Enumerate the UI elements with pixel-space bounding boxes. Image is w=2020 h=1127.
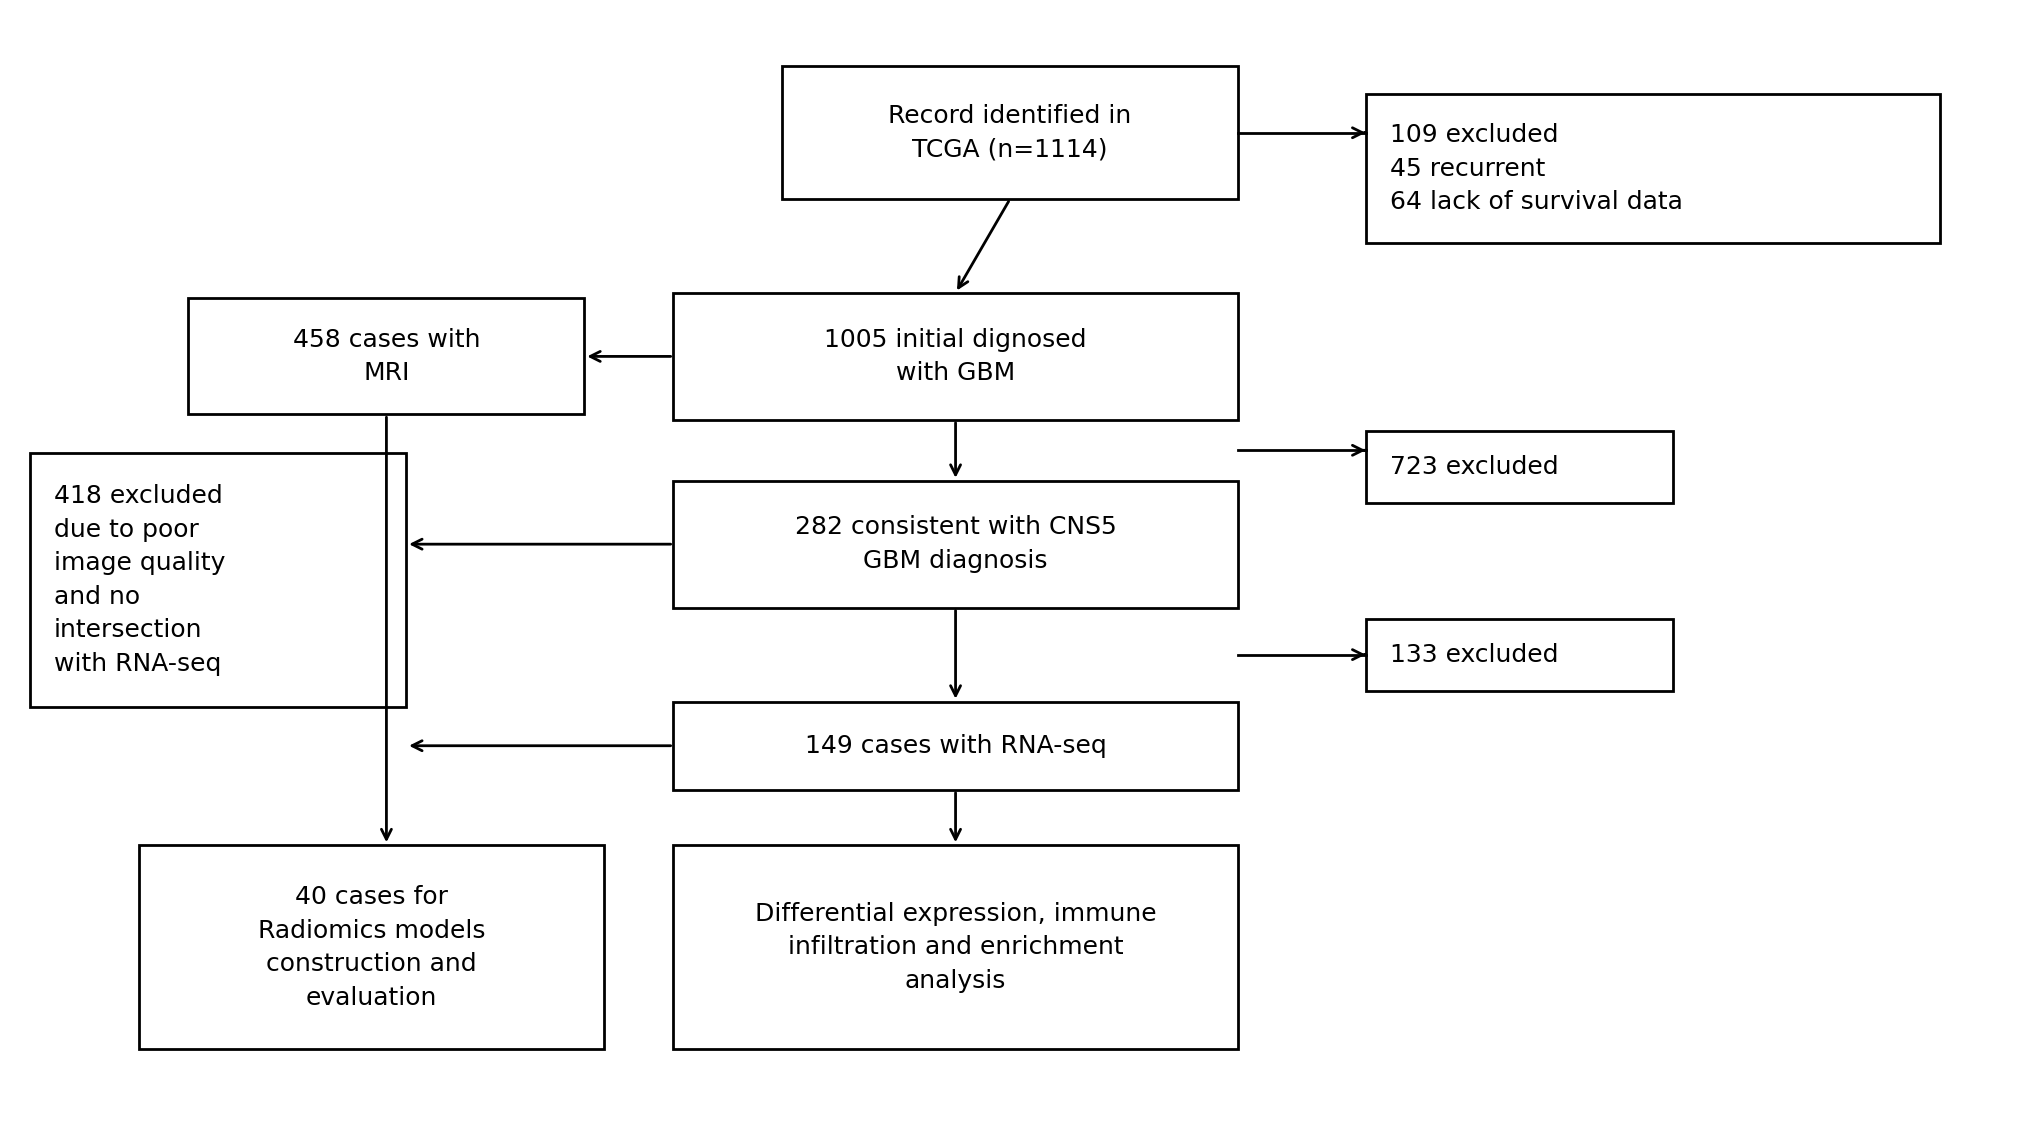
Bar (782, 66, 1238, 199)
Text: 418 excluded
due to poor
image quality
and no
intersection
with RNA-seq: 418 excluded due to poor image quality a… (55, 485, 224, 676)
Text: 458 cases with
MRI: 458 cases with MRI (293, 328, 481, 385)
Text: 723 excluded: 723 excluded (1390, 455, 1559, 479)
Text: Record identified in
TCGA (n=1114): Record identified in TCGA (n=1114) (889, 104, 1131, 161)
Bar (673, 480, 1238, 607)
Bar (139, 845, 604, 1049)
Bar (1366, 431, 1673, 503)
Bar (673, 293, 1238, 420)
Bar (1366, 619, 1673, 691)
Text: 282 consistent with CNS5
GBM diagnosis: 282 consistent with CNS5 GBM diagnosis (794, 515, 1117, 573)
Text: 133 excluded: 133 excluded (1390, 642, 1559, 666)
Text: 1005 initial dignosed
with GBM: 1005 initial dignosed with GBM (824, 328, 1087, 385)
Bar (188, 299, 584, 415)
Text: 149 cases with RNA-seq: 149 cases with RNA-seq (804, 734, 1107, 757)
Bar (1366, 94, 1941, 243)
Text: Differential expression, immune
infiltration and enrichment
analysis: Differential expression, immune infiltra… (755, 902, 1155, 993)
Bar (673, 701, 1238, 790)
Text: 109 excluded
45 recurrent
64 lack of survival data: 109 excluded 45 recurrent 64 lack of sur… (1390, 123, 1683, 214)
Text: 40 cases for
Radiomics models
construction and
evaluation: 40 cases for Radiomics models constructi… (259, 885, 485, 1010)
Bar (30, 453, 406, 707)
Bar (673, 845, 1238, 1049)
